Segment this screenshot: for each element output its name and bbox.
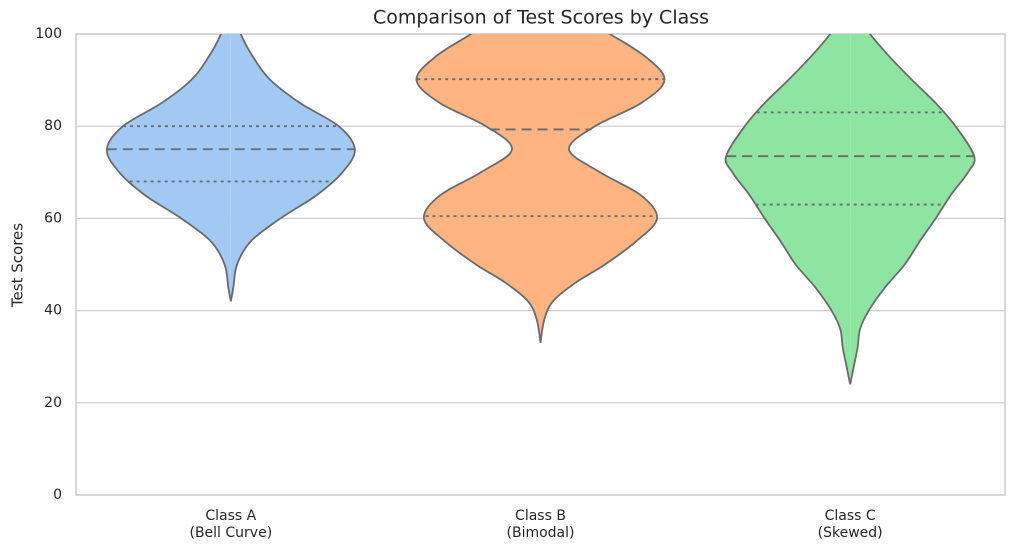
- y-tick-label: 20: [44, 395, 62, 411]
- violin-body: [725, 34, 851, 385]
- violin-body: [850, 34, 975, 385]
- violin-outline: [849, 34, 976, 385]
- y-axis-label: Test Scores: [9, 223, 27, 308]
- violin-outline: [539, 34, 666, 344]
- violin-outline: [229, 34, 356, 302]
- y-tick-label: 40: [44, 303, 62, 319]
- violin-body: [230, 34, 355, 302]
- y-tick-label: 80: [44, 118, 62, 134]
- violin-body: [106, 34, 231, 302]
- violin-body: [540, 34, 665, 343]
- violin-body: [416, 34, 541, 343]
- violin-outline: [724, 34, 852, 385]
- y-tick-label: 60: [44, 210, 62, 226]
- y-tick-label: 100: [35, 26, 62, 42]
- y-tick-label: 0: [53, 487, 62, 503]
- x-tick-label: Class B (Bimodal): [506, 508, 575, 541]
- chart-title: Comparison of Test Scores by Class: [373, 7, 709, 29]
- x-tick-label: Class A (Bell Curve): [189, 508, 273, 541]
- plot-area: [105, 34, 976, 385]
- violin-outline: [105, 34, 232, 302]
- violin-outline: [415, 34, 542, 344]
- x-tick-label: Class C (Skewed): [817, 508, 883, 541]
